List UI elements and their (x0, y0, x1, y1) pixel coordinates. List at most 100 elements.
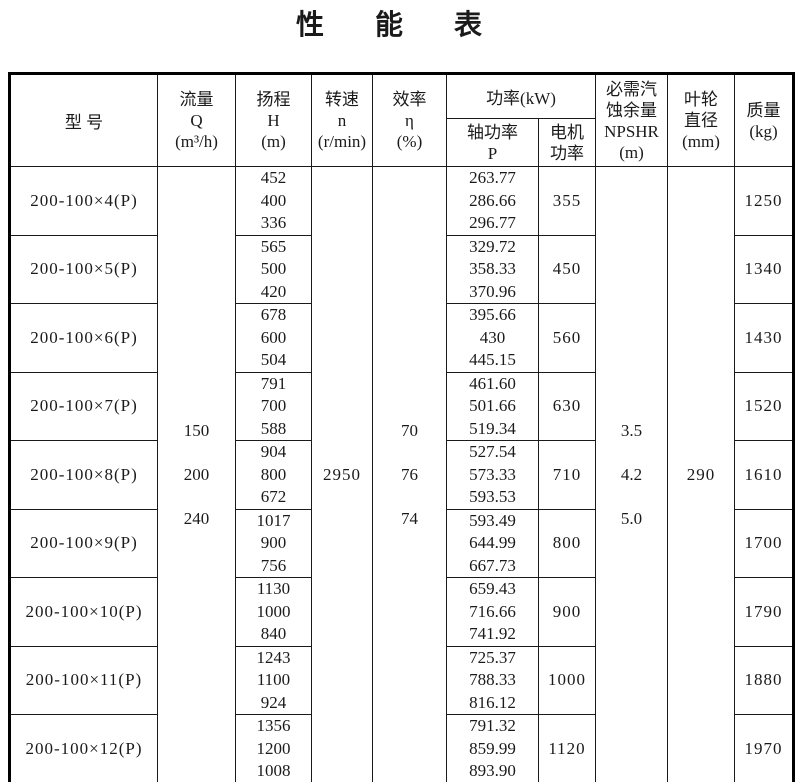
mass-cell: 1610 (734, 440, 794, 510)
shaft-power-value: 370.96 (469, 281, 516, 301)
shaft-power-value: 329.72 (469, 236, 516, 256)
col-header-power-group: 功率(kW) (446, 73, 596, 119)
npshr-value: 5.0 (620, 508, 643, 528)
header-line: η (405, 111, 414, 130)
shaft-power-value: 725.37 (469, 647, 516, 667)
efficiency-value: 76 (401, 464, 418, 484)
header-line: 扬程 (256, 90, 291, 109)
motor-power-cell: 800 (538, 508, 596, 578)
table-row: 200-100×7(P) 791 700 588 461.60 501.66 5… (9, 371, 794, 441)
motor-power-cell: 710 (538, 440, 596, 510)
motor-power-cell: 1000 (538, 645, 596, 715)
col-header-flow: 流量 Q (m³/h) (157, 73, 236, 167)
shaft-power-value: 893.90 (469, 761, 516, 780)
model-cell: 200-100×11(P) (9, 645, 158, 715)
header-line: n (337, 111, 347, 130)
head-value: 588 (260, 418, 287, 438)
header-line: 转速 (325, 90, 359, 109)
model-cell: 200-100×6(P) (9, 303, 158, 373)
table-row: 200-100×8(P) 904 800 672 527.54 573.33 5… (9, 440, 794, 510)
mass-cell: 1430 (734, 303, 794, 373)
motor-power-cell: 560 (538, 303, 596, 373)
col-header-model: 型 号 (9, 73, 158, 167)
head-value: 420 (260, 281, 287, 301)
header-line: 电机 (550, 122, 584, 142)
speed-value-cell: 2950 (311, 166, 373, 782)
model-cell: 200-100×8(P) (9, 440, 158, 510)
head-value: 1100 (256, 670, 291, 689)
head-values-cell: 565 500 420 (235, 234, 312, 304)
shaft-power-value: 430 (479, 327, 506, 347)
flow-value: 240 (183, 508, 210, 528)
head-value: 904 (260, 442, 287, 461)
flow-value: 200 (183, 464, 210, 484)
header-line: (kg) (749, 121, 778, 141)
shaft-power-values-cell: 263.77 286.66 296.77 (446, 166, 539, 236)
shaft-power-value: 573.33 (469, 464, 516, 484)
shaft-power-value: 816.12 (469, 692, 516, 712)
head-value: 400 (260, 190, 287, 210)
motor-power-cell: 900 (538, 577, 596, 647)
head-value: 565 (260, 236, 287, 256)
npshr-value: 4.2 (620, 464, 643, 484)
header-line: 必需汽 (606, 79, 657, 99)
efficiency-value: 70 (401, 420, 418, 440)
mass-cell: 1790 (734, 577, 794, 647)
npshr-values-cell: 3.5 4.2 5.0 (595, 166, 668, 782)
efficiency-values-cell: 70 76 74 (372, 166, 447, 782)
head-value: 800 (260, 464, 287, 484)
shaft-power-value: 741.92 (469, 624, 516, 643)
motor-power-cell: 355 (538, 166, 596, 236)
head-value: 500 (260, 259, 287, 278)
shaft-power-value: 667.73 (469, 555, 516, 575)
model-cell: 200-100×5(P) (9, 234, 158, 304)
head-values-cell: 1130 1000 840 (235, 577, 312, 647)
head-value: 504 (260, 350, 287, 369)
col-header-mass: 质量 (kg) (734, 73, 794, 167)
table-row: 200-100×5(P) 565 500 420 329.72 358.33 3… (9, 234, 794, 304)
shaft-power-value: 519.34 (469, 418, 516, 438)
shaft-power-value: 358.33 (469, 259, 516, 278)
header-line: 质量 (746, 100, 781, 120)
head-value: 900 (260, 533, 287, 552)
model-cell: 200-100×9(P) (9, 508, 158, 578)
head-value: 452 (260, 168, 287, 187)
head-value: 1017 (256, 510, 291, 530)
mass-cell: 1250 (734, 166, 794, 236)
head-value: 1000 (256, 601, 291, 621)
shaft-power-value: 788.33 (469, 670, 516, 689)
col-header-motor-power: 电机 功率 (538, 118, 596, 167)
header-line: P (487, 143, 498, 163)
head-values-cell: 452 400 336 (235, 166, 312, 236)
head-value: 700 (260, 396, 287, 415)
head-values-cell: 678 600 504 (235, 303, 312, 373)
col-header-shaft-power: 轴功率 P (446, 118, 539, 167)
col-header-impeller: 叶轮 直径 (mm) (667, 73, 735, 167)
header-line: NPSHR (604, 121, 659, 141)
head-value: 1200 (256, 738, 291, 758)
shaft-power-value: 501.66 (469, 396, 516, 415)
head-value: 791 (260, 373, 287, 393)
header-line: 轴功率 (467, 122, 518, 142)
flow-value: 150 (183, 420, 210, 440)
impeller-value-cell: 290 (667, 166, 735, 782)
col-header-efficiency: 效率 η (%) (372, 73, 447, 167)
header-line: (%) (396, 132, 423, 151)
table-row: 200-100×10(P) 1130 1000 840 659.43 716.6… (9, 577, 794, 647)
header-line: 蚀余量 (606, 100, 657, 120)
head-values-cell: 1243 1100 924 (235, 645, 312, 715)
model-cell: 200-100×10(P) (9, 577, 158, 647)
table-header: 型 号 流量 Q (m³/h) 扬程 H (m) 转速 n (r/min) 效率… (9, 73, 794, 167)
head-value: 1008 (256, 761, 291, 780)
mass-cell: 1340 (734, 234, 794, 304)
head-values-cell: 791 700 588 (235, 371, 312, 441)
table-row: 200-100×4(P) 150 200 240 452 400 336 295… (9, 166, 794, 782)
model-cell: 200-100×4(P) (9, 166, 158, 236)
head-values-cell: 1356 1200 1008 (235, 714, 312, 782)
shaft-power-value: 527.54 (469, 442, 516, 461)
shaft-power-values-cell: 593.49 644.99 667.73 (446, 508, 539, 578)
header-line: (r/min) (317, 132, 367, 151)
shaft-power-values-cell: 329.72 358.33 370.96 (446, 234, 539, 304)
shaft-power-values-cell: 659.43 716.66 741.92 (446, 577, 539, 647)
table-body: 200-100×4(P) 150 200 240 452 400 336 295… (9, 166, 794, 782)
